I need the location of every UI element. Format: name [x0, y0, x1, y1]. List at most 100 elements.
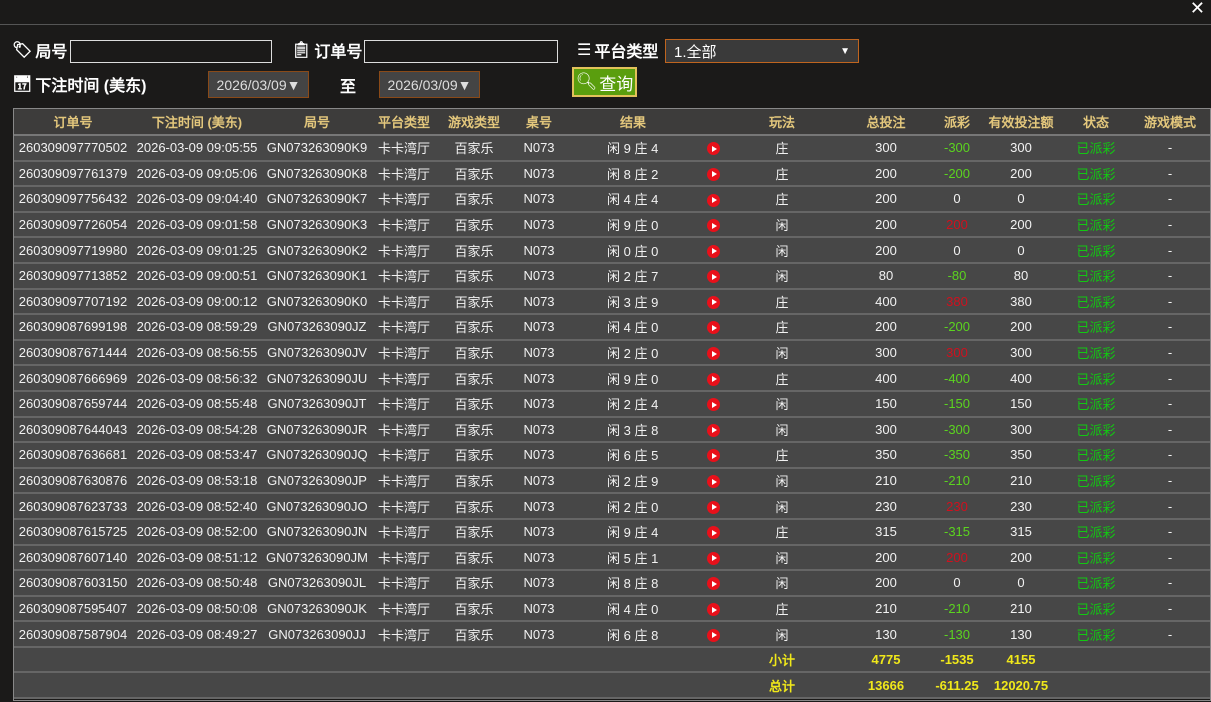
bet-time-cell: 2026-03-09 08:49:27 [132, 621, 262, 648]
summary-cell [1062, 672, 1130, 700]
round-id-cell: GN073263090K3 [262, 211, 372, 239]
game-mode-cell: - [1130, 595, 1210, 623]
play-video-icon[interactable] [706, 193, 720, 207]
valid-bet-cell: 210 [980, 467, 1062, 495]
close-icon[interactable]: ✕ [1189, 0, 1205, 18]
table-no-cell: N073 [512, 211, 566, 239]
play-video-icon[interactable] [706, 167, 720, 181]
result-cell: 闲 2 庄 0 [566, 339, 700, 367]
table-row: 260309087607140 2026-03-09 08:51:12 GN0732… [14, 544, 1210, 572]
platform-cell: 卡卡湾厅 [372, 544, 436, 572]
payout-cell: 380 [934, 288, 980, 316]
bet-time-cell: 2026-03-09 08:50:48 [132, 570, 262, 597]
round-id-cell: GN073263090JZ [262, 314, 372, 341]
order-input[interactable] [364, 40, 558, 63]
game-mode-cell: - [1130, 544, 1210, 572]
column-header: 玩法 [726, 109, 838, 136]
summary-cell [1130, 646, 1210, 674]
play-video-icon[interactable] [706, 475, 720, 489]
column-header: 桌号 [512, 109, 566, 136]
play-video-cell [700, 262, 726, 290]
total-bet-cell: 200 [838, 237, 934, 264]
round-filter-label: 🏷︎ 局号 [12, 42, 68, 61]
payout-cell: -200 [934, 160, 980, 188]
result-cell: 闲 6 庄 5 [566, 442, 700, 469]
valid-bet-cell: 300 [980, 416, 1062, 444]
status-cell: 已派彩 [1062, 621, 1130, 648]
play-video-icon[interactable] [706, 244, 720, 258]
table-no-cell: N073 [512, 135, 566, 162]
play-video-icon[interactable] [706, 628, 720, 642]
play-video-icon[interactable] [706, 219, 720, 233]
play-video-icon[interactable] [706, 372, 720, 386]
play-video-icon[interactable] [706, 270, 720, 284]
valid-bet-cell: 80 [980, 262, 1062, 290]
status-cell: 已派彩 [1062, 390, 1130, 418]
order-id-cell: 260309087615725 [14, 518, 132, 546]
column-header: 平台类型 [372, 109, 436, 136]
date-from-picker[interactable]: 2026/03/09▼ [208, 71, 309, 98]
order-id-cell: 260309087666969 [14, 365, 132, 392]
payout-cell: 200 [934, 544, 980, 572]
bet-type-cell: 庄 [726, 442, 838, 469]
status-cell: 已派彩 [1062, 544, 1130, 572]
valid-bet-cell: 230 [980, 493, 1062, 520]
status-cell: 已派彩 [1062, 442, 1130, 469]
subtotal-row: 小计 4775 -1535 4155 [14, 646, 1210, 674]
play-video-icon[interactable] [706, 142, 720, 156]
payout-cell: 200 [934, 211, 980, 239]
valid-bet-cell: 200 [980, 211, 1062, 239]
date-to-picker[interactable]: 2026/03/09▼ [379, 71, 480, 98]
play-video-icon[interactable] [706, 321, 720, 335]
game-type-cell: 百家乐 [436, 390, 512, 418]
table-row: 260309097713852 2026-03-09 09:00:51 GN0732… [14, 262, 1210, 290]
bet-type-cell: 闲 [726, 544, 838, 572]
order-id-cell: 260309097719980 [14, 237, 132, 264]
subtotal-bet: 4775 [838, 646, 934, 674]
platform-select[interactable]: 1.全部 ▼ [665, 39, 859, 63]
play-video-icon[interactable] [706, 551, 720, 565]
total-label: 总计 [726, 672, 838, 700]
clipboard-icon: 📋︎ [291, 42, 312, 59]
payout-cell: 0 [934, 237, 980, 264]
play-video-icon[interactable] [706, 500, 720, 514]
play-video-icon[interactable] [706, 423, 720, 437]
payout-cell: 230 [934, 493, 980, 520]
play-video-icon[interactable] [706, 449, 720, 463]
table-no-cell: N073 [512, 314, 566, 341]
game-type-cell: 百家乐 [436, 493, 512, 520]
order-id-cell: 260309087603150 [14, 570, 132, 597]
table-no-cell: N073 [512, 570, 566, 597]
payout-cell: -350 [934, 442, 980, 469]
table-row: 260309087603150 2026-03-09 08:50:48 GN0732… [14, 570, 1210, 597]
play-video-icon[interactable] [706, 347, 720, 361]
play-video-icon[interactable] [706, 526, 720, 540]
summary-cell [566, 646, 700, 674]
table-no-cell: N073 [512, 390, 566, 418]
list-icon: ☰ [577, 42, 592, 59]
summary-cell [1062, 646, 1130, 674]
game-type-cell: 百家乐 [436, 339, 512, 367]
total-bet-cell: 400 [838, 365, 934, 392]
play-video-icon[interactable] [706, 295, 720, 309]
play-video-icon[interactable] [706, 398, 720, 412]
bet-type-cell: 庄 [726, 160, 838, 188]
game-mode-cell: - [1130, 493, 1210, 520]
play-video-icon[interactable] [706, 577, 720, 591]
table-no-cell: N073 [512, 595, 566, 623]
game-mode-cell: - [1130, 339, 1210, 367]
game-mode-cell: - [1130, 314, 1210, 341]
result-cell: 闲 9 庄 0 [566, 365, 700, 392]
result-cell: 闲 4 庄 0 [566, 595, 700, 623]
total-bet-cell: 400 [838, 288, 934, 316]
total-bet-cell: 210 [838, 595, 934, 623]
valid-bet-cell: 300 [980, 135, 1062, 162]
payout-cell: -150 [934, 390, 980, 418]
valid-bet-cell: 0 [980, 186, 1062, 213]
platform-cell: 卡卡湾厅 [372, 339, 436, 367]
play-video-icon[interactable] [706, 603, 720, 617]
round-input[interactable] [70, 40, 272, 63]
query-button[interactable]: 🔍︎ 查询 [572, 67, 637, 97]
summary-cell [436, 672, 512, 700]
result-cell: 闲 0 庄 0 [566, 237, 700, 264]
